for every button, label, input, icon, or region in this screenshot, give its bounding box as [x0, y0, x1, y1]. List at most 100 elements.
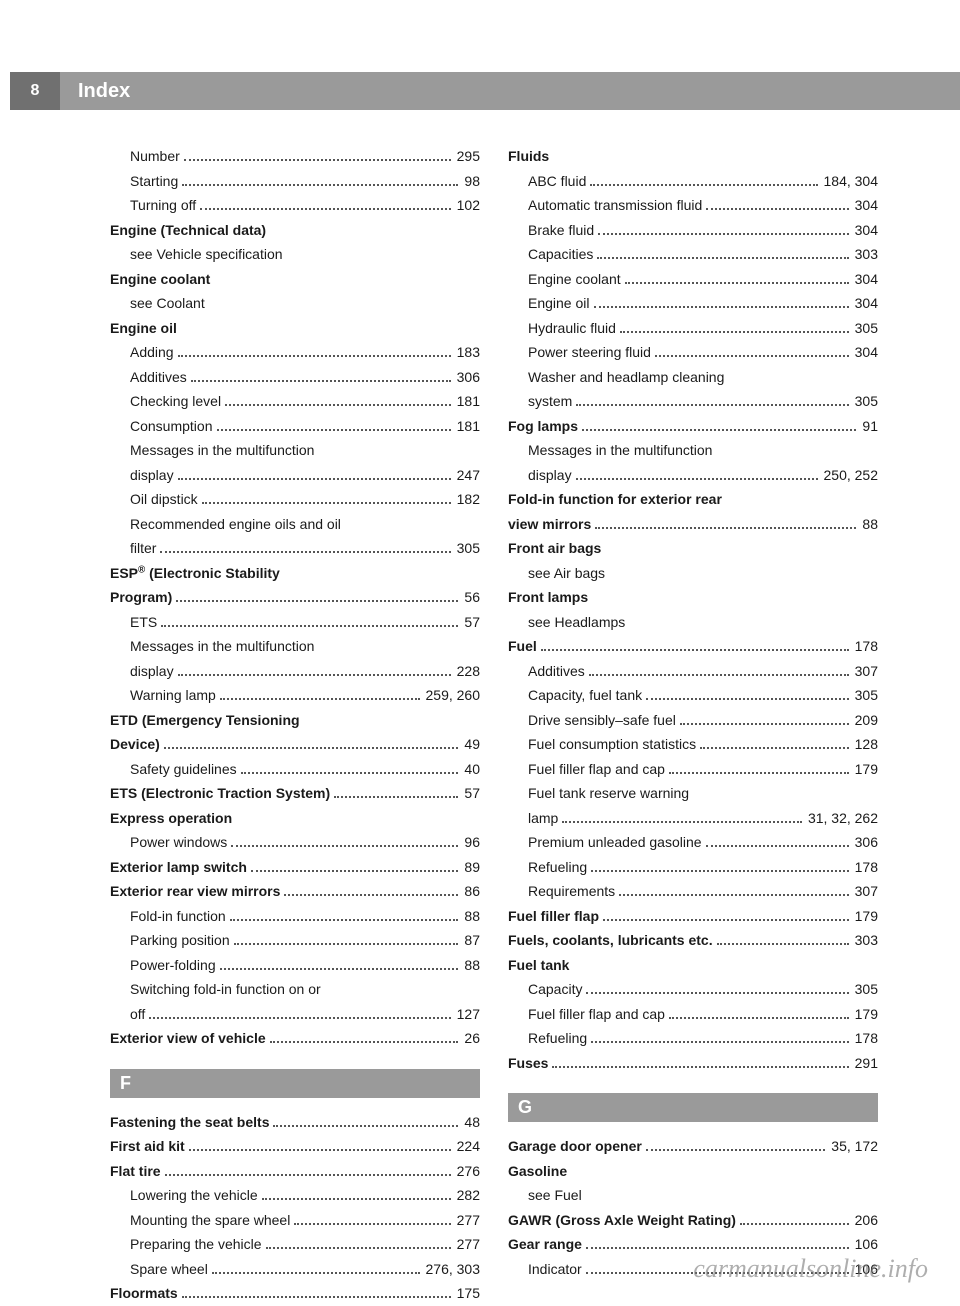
index-entry: Refueling178 — [508, 1026, 878, 1051]
header-bar: 8 Index — [10, 72, 960, 110]
index-entry-page: 178 — [853, 634, 878, 659]
index-entry: display228 — [110, 659, 480, 684]
index-entry-page: 307 — [853, 879, 878, 904]
index-entry-page: 224 — [455, 1134, 480, 1159]
index-entry-label: system — [528, 389, 572, 414]
dot-leader — [598, 233, 848, 235]
index-see-reference: see Fuel — [508, 1183, 878, 1208]
index-entry-label: Fuel filler flap and cap — [528, 1002, 665, 1027]
index-entry-page: 179 — [853, 757, 878, 782]
index-entry: Adding183 — [110, 340, 480, 365]
index-entry: ETS57 — [110, 610, 480, 635]
index-entry-page: 276 — [455, 1159, 480, 1184]
dot-leader — [176, 600, 458, 602]
index-entry: Fuses291 — [508, 1051, 878, 1076]
dot-leader — [189, 1149, 451, 1151]
dot-leader — [620, 331, 849, 333]
index-entry-label: Premium unleaded gasoline — [528, 830, 702, 855]
index-entry-page: 87 — [462, 928, 480, 953]
dot-leader — [700, 747, 849, 749]
index-entry-label: Capacity, fuel tank — [528, 683, 642, 708]
dot-leader — [541, 649, 849, 651]
index-entry-label: Parking position — [130, 928, 230, 953]
index-entry: Fuels, coolants, lubricants etc.303 — [508, 928, 878, 953]
dot-leader — [164, 747, 459, 749]
dot-leader — [740, 1223, 849, 1225]
index-entry: Hydraulic fluid305 — [508, 316, 878, 341]
index-entry-label: First aid kit — [110, 1134, 185, 1159]
dot-leader — [266, 1247, 451, 1249]
dot-leader — [220, 698, 420, 700]
index-entry: Consumption181 — [110, 414, 480, 439]
dot-leader — [284, 894, 458, 896]
dot-leader — [262, 1198, 451, 1200]
index-entry: GAWR (Gross Axle Weight Rating)206 — [508, 1208, 878, 1233]
index-wrap-line: Recommended engine oils and oil — [110, 512, 480, 537]
index-entry-label: Hydraulic fluid — [528, 316, 616, 341]
dot-leader — [669, 1017, 849, 1019]
section-heading: G — [508, 1093, 878, 1122]
index-entry: display250, 252 — [508, 463, 878, 488]
index-entry-label: Exterior view of vehicle — [110, 1026, 266, 1051]
dot-leader — [212, 1272, 420, 1274]
index-entry: Flat tire 276 — [110, 1159, 480, 1184]
dot-leader — [217, 429, 451, 431]
index-entry-page: 56 — [462, 585, 480, 610]
index-entry-label: Flat tire — [110, 1159, 161, 1184]
dot-leader — [231, 845, 458, 847]
index-columns: Number295Starting98Turning off102Engine … — [0, 144, 960, 1306]
index-entry-page: 306 — [853, 830, 878, 855]
index-entry-label: off — [130, 1002, 145, 1027]
dot-leader — [646, 1149, 825, 1151]
right-column: FluidsABC fluid184, 304Automatic transmi… — [508, 144, 878, 1306]
dot-leader — [191, 380, 451, 382]
index-entry: Power windows96 — [110, 830, 480, 855]
index-entry-page: 276, 303 — [424, 1257, 481, 1282]
index-entry: display247 — [110, 463, 480, 488]
index-entry: Number295 — [110, 144, 480, 169]
index-entry-label: display — [130, 659, 174, 684]
index-entry-page: 304 — [853, 193, 878, 218]
dot-leader — [619, 894, 848, 896]
index-entry-page: 184, 304 — [822, 169, 879, 194]
dot-leader — [225, 404, 451, 406]
index-heading: Fuel tank — [508, 953, 878, 978]
dot-leader — [706, 208, 848, 210]
index-entry: Fuel 178 — [508, 634, 878, 659]
index-entry: Safety guidelines40 — [110, 757, 480, 782]
index-entry: Exterior rear view mirrors86 — [110, 879, 480, 904]
index-entry-page: 209 — [853, 708, 878, 733]
index-entry-label: Checking level — [130, 389, 221, 414]
index-entry-label: display — [130, 463, 174, 488]
index-entry: Checking level181 — [110, 389, 480, 414]
index-entry-label: Fuses — [508, 1051, 548, 1076]
index-entry-label: Additives — [130, 365, 187, 390]
index-see-reference: see Air bags — [508, 561, 878, 586]
dot-leader — [202, 502, 451, 504]
dot-leader — [591, 870, 848, 872]
index-entry-label: Automatic transmission fluid — [528, 193, 702, 218]
index-entry-page: 98 — [462, 169, 480, 194]
index-entry-label: Fold-in function — [130, 904, 226, 929]
index-entry-page: 179 — [853, 904, 878, 929]
index-entry-page: 206 — [853, 1208, 878, 1233]
index-entry-page: 250, 252 — [822, 463, 879, 488]
index-heading: Front air bags — [508, 536, 878, 561]
index-entry-page: 106 — [853, 1232, 878, 1257]
dot-leader — [184, 159, 451, 161]
index-entry-page: 88 — [860, 512, 878, 537]
index-entry: Power steering fluid304 — [508, 340, 878, 365]
dot-leader — [590, 184, 817, 186]
index-entry-page: 304 — [853, 267, 878, 292]
dot-leader — [603, 919, 849, 921]
index-entry-label: filter — [130, 536, 156, 561]
index-entry-label: Refueling — [528, 855, 587, 880]
index-entry-label: Refueling — [528, 1026, 587, 1051]
index-entry-page: 181 — [455, 414, 480, 439]
dot-leader — [669, 772, 849, 774]
index-heading: ESP® (Electronic Stability — [110, 561, 480, 586]
index-entry: Additives306 — [110, 365, 480, 390]
dot-leader — [270, 1041, 459, 1043]
index-entry-label: Fuel — [508, 634, 537, 659]
index-entry-page: 303 — [853, 242, 878, 267]
